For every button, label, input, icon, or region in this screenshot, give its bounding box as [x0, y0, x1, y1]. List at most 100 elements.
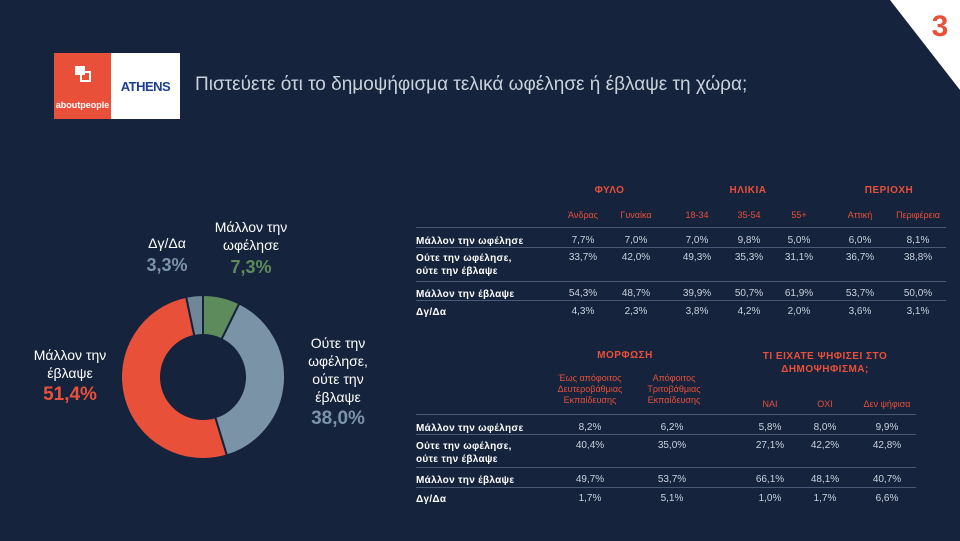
table2-row-label: Μάλλον την ωφέλησε: [416, 423, 524, 434]
table1-row-label: Ούτε την ωφέλησε, ούτε την έβλαψε: [416, 253, 512, 277]
table1-column-header: Αττική: [847, 210, 873, 220]
label-neither-text: Ούτε την ωφέλησε, ούτε την έβλαψε: [308, 335, 368, 405]
table1-cell: 6,0%: [848, 235, 872, 246]
label-dk-da: Δγ/Δα 3,3%: [128, 234, 206, 274]
table1-group-header: ΠΕΡΙΟΧΗ: [864, 185, 914, 196]
table1-group-header: ΗΛΙΚΙΑ: [729, 185, 767, 196]
table1-cell: 42,0%: [621, 252, 651, 263]
logos: aboutpeople ATHENS: [54, 53, 180, 119]
table1-cell: 7,7%: [571, 235, 595, 246]
page-number: 3: [932, 10, 949, 43]
page-title: Πιστεύετε ότι το δημοψήφισμα τελικά ωφέλ…: [195, 74, 748, 95]
table2-column-header: Έως απόφοιτος Δευτεροβάθμιας Εκπαίδευσης: [557, 373, 623, 405]
slice-neither: [213, 302, 286, 457]
table2-cell: 42,2%: [810, 440, 840, 451]
label-neither: Ούτε την ωφέλησε, ούτε την έβλαψε 38,0%: [293, 334, 383, 428]
table1-row-label: Δγ/Δα: [416, 307, 447, 318]
table1-cell: 4,3%: [571, 306, 595, 317]
table2-row-label: Μάλλον την έβλαψε: [416, 475, 515, 486]
table1-group-header: ΦΥΛΟ: [594, 185, 625, 196]
table1-cell: 38,8%: [903, 252, 933, 263]
aboutpeople-wordmark: aboutpeople: [55, 100, 110, 110]
table1-cell: 35,3%: [734, 252, 764, 263]
table1-cell: 3,1%: [906, 306, 930, 317]
table2-cell: 40,7%: [872, 474, 902, 485]
speech-bubbles-icon: [75, 66, 91, 82]
table1-cell: 7,0%: [685, 235, 709, 246]
table1-cell: 2,0%: [787, 306, 811, 317]
table1-cell: 39,9%: [682, 288, 712, 299]
athens-wordmark: ATHENS: [120, 78, 171, 94]
table2-cell: 53,7%: [657, 474, 687, 485]
table2-cell: 9,9%: [875, 422, 899, 433]
table2-separator: [416, 467, 916, 468]
label-harmed: Μάλλον την έβλαψε 51,4%: [20, 346, 120, 404]
table2-cell: 6,6%: [875, 493, 899, 504]
page-number-badge: 3: [890, 0, 960, 90]
table1-column-header: 35-54: [737, 210, 761, 220]
table2-separator: [416, 414, 916, 415]
table1-column-header: Γυναίκα: [620, 210, 652, 220]
table1-cell: 61,9%: [784, 288, 814, 299]
table2-group-header: ΜΟΡΦΩΣΗ: [597, 350, 653, 361]
table1-cell: 4,2%: [737, 306, 761, 317]
table1-cell: 7,0%: [624, 235, 648, 246]
table2-cell: 8,2%: [578, 422, 602, 433]
table1-cell: 36,7%: [845, 252, 875, 263]
slice-dk-da: [184, 293, 204, 338]
table2-column-header: ΝΑΙ: [762, 399, 778, 409]
table1-cell: 49,3%: [682, 252, 712, 263]
slice-harmed: [120, 295, 229, 460]
table1-row-label: Μάλλον την έβλαψε: [416, 289, 515, 300]
table2-cell: 48,1%: [810, 474, 840, 485]
table1-separator: [416, 247, 946, 248]
table2-cell: 6,2%: [660, 422, 684, 433]
table1-cell: 54,3%: [568, 288, 598, 299]
table1-cell: 48,7%: [621, 288, 651, 299]
table2-cell: 66,1%: [755, 474, 785, 485]
label-dk-da-text: Δγ/Δα: [148, 235, 186, 251]
table1-separator: [416, 227, 946, 228]
label-harmed-value: 51,4%: [43, 384, 97, 405]
table2-column-header: Απόφοιτος Τριτοβάθμιας Εκπαίδευσης: [647, 373, 701, 405]
label-harmed-text: Μάλλον την έβλαψε: [33, 347, 107, 381]
label-dk-da-value: 3,3%: [146, 255, 188, 275]
table1-cell: 31,1%: [784, 252, 814, 263]
table2-cell: 1,7%: [813, 493, 837, 504]
table1-cell: 33,7%: [568, 252, 598, 263]
slice-helped: [202, 293, 241, 341]
label-helped-text: Μάλλον την ωφέλησε: [214, 219, 288, 253]
table1-cell: 50,7%: [734, 288, 764, 299]
table1-cell: 9,8%: [737, 235, 761, 246]
table1-column-header: Περιφέρεια: [896, 210, 940, 220]
table1-column-header: 18-34: [685, 210, 709, 220]
table2-cell: 8,0%: [813, 422, 837, 433]
aboutpeople-logo: aboutpeople: [54, 53, 111, 119]
label-helped-value: 7,3%: [230, 257, 272, 277]
label-helped: Μάλλον την ωφέλησε 7,3%: [203, 218, 299, 276]
table2-cell: 27,1%: [755, 440, 785, 451]
table2-cell: 40,4%: [575, 440, 605, 451]
label-neither-value: 38,0%: [311, 408, 365, 429]
table2-separator: [416, 434, 916, 435]
table2-cell: 35,0%: [657, 440, 687, 451]
table2-column-header: ΟΧΙ: [817, 399, 833, 409]
table1-column-header: Άνδρας: [567, 210, 598, 220]
table1-cell: 8,1%: [906, 235, 930, 246]
table2-cell: 1,7%: [578, 493, 602, 504]
table1-separator: [416, 281, 946, 282]
table2-cell: 42,8%: [872, 440, 902, 451]
table1-separator: [416, 300, 946, 301]
table1-row-label: Μάλλον την ωφέλησε: [416, 236, 524, 247]
table2-row-label: Ούτε την ωφέλησε, ούτε την έβλαψε: [416, 441, 512, 465]
table1-cell: 50,0%: [903, 288, 933, 299]
table1-cell: 3,8%: [685, 306, 709, 317]
table1-column-header: 55+: [791, 210, 807, 220]
table2-column-header: Δεν ψήφισα: [863, 399, 911, 409]
table2-group-header: ΤΙ ΕΙΧΑΤΕ ΨΗΦΙΣΕΙ ΣΤΟ ΔΗΜΟΨΗΦΙΣΜΑ;: [762, 351, 888, 375]
table2-cell: 49,7%: [575, 474, 605, 485]
table2-separator: [416, 487, 916, 488]
table1-cell: 2,3%: [624, 306, 648, 317]
table1-cell: 53,7%: [845, 288, 875, 299]
table2-cell: 1,0%: [758, 493, 782, 504]
